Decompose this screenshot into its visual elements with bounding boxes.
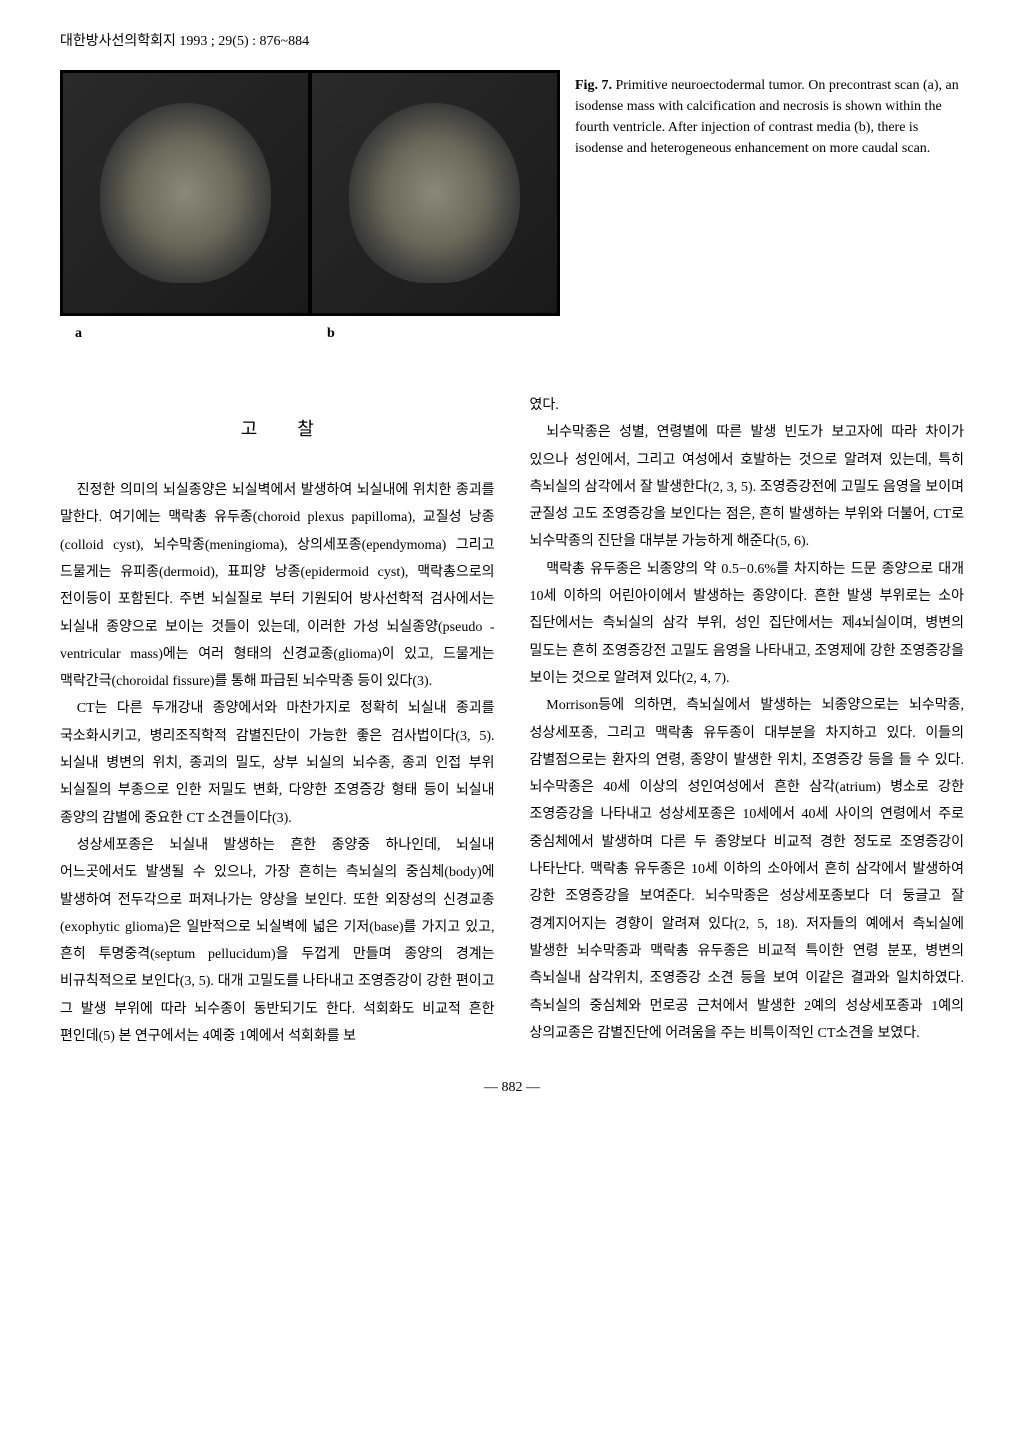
scan-image-b <box>312 73 557 313</box>
figure-label-a: a <box>60 326 308 342</box>
body-columns: 고찰 진정한 의미의 뇌실종양은 뇌실벽에서 발생하여 뇌실내에 위치한 종괴를… <box>60 392 964 1050</box>
left-column: 고찰 진정한 의미의 뇌실종양은 뇌실벽에서 발생하여 뇌실내에 위치한 종괴를… <box>60 392 495 1050</box>
section-title: 고찰 <box>60 412 495 447</box>
left-p3: 성상세포종은 뇌실내 발생하는 흔한 종양중 하나인데, 뇌실내 어느곳에서도 … <box>60 832 495 1050</box>
figure-caption-label: Fig. 7. <box>575 78 612 93</box>
figure-caption: Fig. 7. Primitive neuroectodermal tumor.… <box>575 70 964 159</box>
journal-header: 대한방사선의학회지 1993 ; 29(5) : 876~884 <box>60 30 964 50</box>
right-column: 였다. 뇌수막종은 성별, 연령별에 따른 발생 빈도가 보고자에 따라 차이가… <box>530 392 965 1050</box>
page-number: ― 882 ― <box>60 1080 964 1096</box>
right-p1: 였다. <box>530 392 965 419</box>
right-p4: Morrison등에 의하면, 측뇌실에서 발생하는 뇌종양으로는 뇌수막종, … <box>530 692 965 1047</box>
figure-label-b: b <box>312 326 560 342</box>
left-p2: CT는 다른 두개강내 종양에서와 마찬가지로 정확히 뇌실내 종괴를 국소화시… <box>60 695 495 831</box>
right-p3: 맥락총 유두종은 뇌종양의 약 0.5−0.6%를 차지하는 드문 종양으로 대… <box>530 556 965 692</box>
figure-container: Fig. 7. Primitive neuroectodermal tumor.… <box>60 70 964 316</box>
figure-labels-row: a b <box>60 326 964 342</box>
scan-image-a <box>63 73 308 313</box>
figure-images-wrapper <box>60 70 560 316</box>
left-p1: 진정한 의미의 뇌실종양은 뇌실벽에서 발생하여 뇌실내에 위치한 종괴를 말한… <box>60 477 495 695</box>
figure-caption-text: Primitive neuroectodermal tumor. On prec… <box>575 78 959 156</box>
right-p2: 뇌수막종은 성별, 연령별에 따른 발생 빈도가 보고자에 따라 차이가 있으나… <box>530 419 965 555</box>
